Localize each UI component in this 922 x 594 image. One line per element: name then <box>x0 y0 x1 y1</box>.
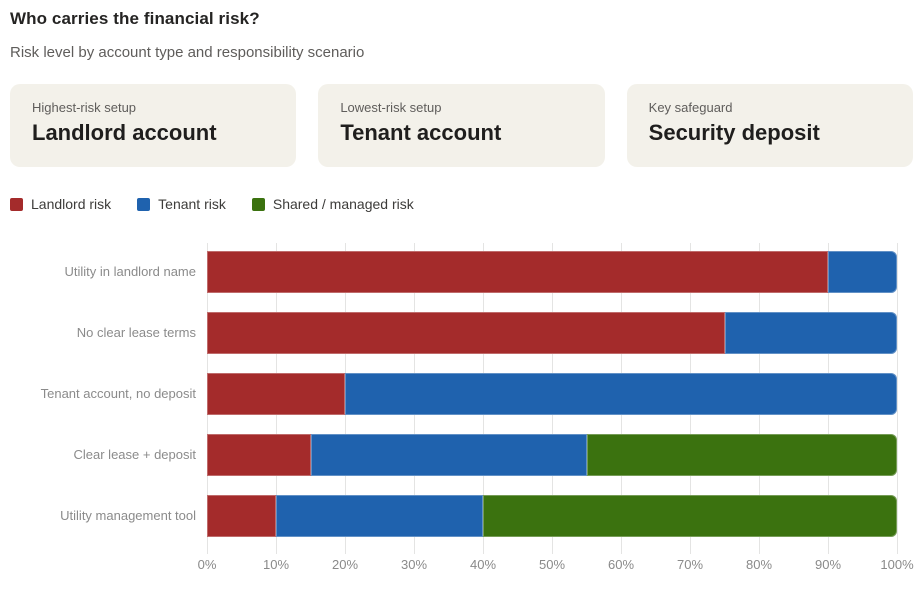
bar-segment[interactable] <box>586 434 897 476</box>
category-label: Tenant account, no deposit <box>40 386 196 401</box>
bar-row <box>207 312 897 354</box>
legend-swatch-icon <box>137 197 151 211</box>
bar-row <box>207 251 897 293</box>
bar-segment[interactable] <box>345 373 897 415</box>
card-value: Landlord account <box>32 120 217 145</box>
x-axis-tick-label: 80% <box>745 557 773 572</box>
legend-item[interactable]: Landlord risk <box>10 196 111 212</box>
summary-cards: Highest-risk setup Landlord account Lowe… <box>10 84 913 167</box>
chart-legend: Landlord risk Tenant risk Shared / managed… <box>10 195 414 213</box>
x-axis-tick-label: 20% <box>331 557 359 572</box>
legend-label: Shared / managed risk <box>272 196 414 212</box>
x-axis-tick-label: 60% <box>607 557 635 572</box>
bar-row <box>207 495 897 537</box>
bar-segment[interactable] <box>310 434 587 476</box>
x-axis-tick-label: 40% <box>469 557 497 572</box>
bar-segment[interactable] <box>724 312 897 354</box>
card-lowest-risk: Lowest-risk setup Tenant account <box>318 84 605 167</box>
x-axis-tick-label: 70% <box>676 557 704 572</box>
card-safeguard: Key safeguard Security deposit <box>626 84 913 167</box>
legend-swatch-icon <box>10 197 23 211</box>
card-label: Key safeguard <box>648 100 733 115</box>
bar-segment[interactable] <box>207 373 345 415</box>
category-label: Utility in landlord name <box>64 264 196 279</box>
bar-segment[interactable] <box>207 312 725 354</box>
x-axis-tick-label: 0% <box>197 557 217 572</box>
card-label: Lowest-risk setup <box>340 100 442 115</box>
bar-segment[interactable] <box>207 251 828 293</box>
card-highest-risk: Highest-risk setup Landlord account <box>10 84 297 167</box>
legend-item[interactable]: Tenant risk <box>137 196 226 212</box>
category-label: Clear lease + deposit <box>73 447 197 462</box>
x-axis-tick-label: 50% <box>538 557 566 572</box>
x-axis-tick-label: 30% <box>400 557 428 572</box>
bar-segment[interactable] <box>207 495 276 537</box>
bar-row <box>207 434 897 476</box>
legend-swatch-icon <box>251 197 265 211</box>
legend-label: Landlord risk <box>31 196 112 212</box>
gridline <box>897 243 898 554</box>
page-title: Who carries the financial risk? <box>10 9 260 28</box>
bar-segment[interactable] <box>276 495 483 537</box>
x-axis-tick-label: 90% <box>814 557 842 572</box>
page-subtitle: Risk level by account type and responsib… <box>10 44 365 61</box>
card-label: Highest-risk setup <box>32 100 137 115</box>
category-label: No clear lease terms <box>76 325 196 340</box>
x-axis-tick-label: 10% <box>262 557 290 572</box>
x-axis-tick-label: 100% <box>880 557 914 572</box>
bar-segment[interactable] <box>828 251 897 293</box>
card-value: Security deposit <box>648 120 820 145</box>
legend-label: Tenant risk <box>158 196 226 212</box>
card-value: Tenant account <box>340 120 502 145</box>
category-label: Utility management tool <box>60 508 196 523</box>
bar-segment[interactable] <box>483 495 897 537</box>
legend-item[interactable]: Shared / managed risk <box>251 196 414 212</box>
bar-segment[interactable] <box>207 434 311 476</box>
bar-row <box>207 373 897 415</box>
